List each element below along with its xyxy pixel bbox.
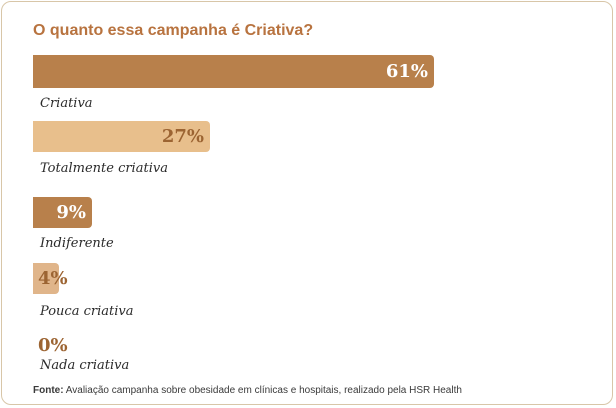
bar-criativa: [33, 55, 434, 88]
bar-pouca-criativa: [33, 263, 59, 294]
source-note: Fonte: Avaliação campanha sobre obesidad…: [33, 385, 462, 396]
bar-indiferente: [33, 197, 92, 228]
value-label-indiferente: 9%: [56, 202, 86, 223]
value-label-criativa: 61%: [385, 61, 428, 82]
chart-title: O quanto essa campanha é Criativa?: [33, 22, 314, 39]
source-label: Fonte:: [33, 385, 64, 396]
bar-totalmente-criativa: [33, 121, 210, 152]
value-label-nada-criativa: 0%: [38, 335, 68, 356]
value-label-pouca-criativa: 4%: [38, 268, 68, 289]
category-label-criativa: Criativa: [40, 96, 93, 111]
category-label-nada-criativa: Nada criativa: [40, 358, 130, 373]
value-label-totalmente-criativa: 27%: [161, 126, 204, 147]
category-label-indiferente: Indiferente: [40, 236, 114, 251]
category-label-pouca-criativa: Pouca criativa: [40, 304, 134, 319]
category-label-totalmente-criativa: Totalmente criativa: [40, 161, 168, 176]
source-text: Avaliação campanha sobre obesidade em cl…: [63, 385, 462, 396]
